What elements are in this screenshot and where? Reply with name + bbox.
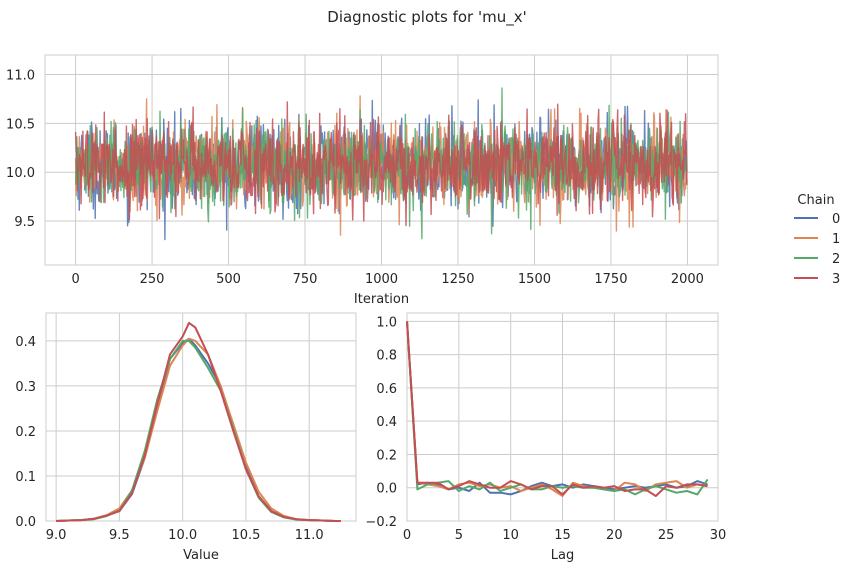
- trace-plot: 0 250 500 750 1000 1250 1500 1750 2000 9.5 10.0 10.…: [6, 54, 719, 307]
- density-xlabel: Value: [183, 548, 219, 563]
- acf-ytick-label: 0.8: [376, 349, 397, 364]
- density-xtick-label: 10.5: [231, 528, 260, 543]
- trace-xtick-label: 500: [216, 272, 241, 287]
- trace-xtick-label: 2000: [671, 272, 704, 287]
- figure-title: Diagnostic plots for 'mu_x': [327, 8, 526, 27]
- trace-xtick-label: 250: [140, 272, 165, 287]
- acf-series-chain-3: [406, 321, 708, 497]
- trace-xlabel: Iteration: [354, 292, 409, 307]
- trace-ytick-label: 9.5: [14, 215, 35, 230]
- acf-ytick-label: 1.0: [376, 315, 397, 330]
- acf-xtick-label: 0: [403, 528, 411, 543]
- legend-label-chain-2: 2: [832, 252, 840, 267]
- trace-xtick-label: 1250: [441, 272, 474, 287]
- trace-xtick-label: 1000: [365, 272, 398, 287]
- density-series-chain-3: [56, 321, 341, 522]
- density-ytick-label: 0.1: [15, 470, 36, 485]
- density-series-chain-1: [56, 337, 341, 522]
- density-xtick-label: 10.0: [168, 528, 197, 543]
- acf-ytick-label: 0.2: [376, 448, 397, 463]
- legend-title: Chain: [797, 193, 834, 208]
- trace-ytick-label: 10.0: [6, 166, 35, 181]
- trace-xtick-label: 0: [71, 272, 79, 287]
- trace-xtick-label: 750: [293, 272, 318, 287]
- trace-frame: [44, 54, 719, 266]
- acf-xtick-label: 10: [502, 528, 519, 543]
- density-xtick-label: 9.0: [46, 528, 67, 543]
- legend-label-chain-0: 0: [832, 212, 840, 227]
- density-xtick-label: 9.5: [109, 528, 130, 543]
- acf-ytick-label: 0.6: [376, 382, 397, 397]
- density-series-chain-0: [56, 337, 341, 522]
- trace-xtick-label: 1750: [594, 272, 627, 287]
- acf-series-chain-2: [406, 321, 709, 496]
- acf-series-chain-0: [406, 321, 708, 496]
- acf-series-chain-1: [406, 321, 708, 497]
- acf-xtick-label: 20: [606, 528, 623, 543]
- acf-ytick-label: 0.4: [376, 415, 397, 430]
- legend-label-chain-3: 3: [832, 272, 840, 287]
- trace-ytick-label: 11.0: [6, 69, 35, 84]
- density-ytick-label: 0.2: [15, 425, 36, 440]
- chain-legend: Chain 0 1 2 3: [794, 193, 840, 287]
- acf-xtick-label: 30: [710, 528, 727, 543]
- density-frame: [45, 312, 357, 522]
- trace-xtick-label: 1500: [518, 272, 551, 287]
- density-ytick-label: 0.0: [15, 515, 36, 530]
- density-ytick-label: 0.3: [15, 380, 36, 395]
- legend-label-chain-1: 1: [832, 232, 840, 247]
- acf-frame: [406, 312, 719, 522]
- acf-ytick-label: 0.0: [376, 482, 397, 497]
- autocorrelation-plot: 0 5 10 15 20 25 30 −0.2 0.0 0.2 0.4 0.6 0.8 1.0 Lag: [365, 312, 727, 563]
- acf-xtick-label: 15: [554, 528, 571, 543]
- density-plot: 9.0 9.5 10.0 10.5 11.0 0.0 0.1 0.2 0.3 0.4 Value: [15, 312, 357, 563]
- acf-ytick-label: −0.2: [365, 515, 397, 530]
- trace-ytick-label: 10.5: [6, 117, 35, 132]
- acf-xlabel: Lag: [551, 548, 574, 563]
- density-xtick-label: 11.0: [295, 528, 324, 543]
- acf-xtick-label: 5: [455, 528, 463, 543]
- trace-series-chain-3: [74, 101, 688, 227]
- density-ytick-label: 0.4: [15, 335, 36, 350]
- acf-xtick-label: 25: [658, 528, 675, 543]
